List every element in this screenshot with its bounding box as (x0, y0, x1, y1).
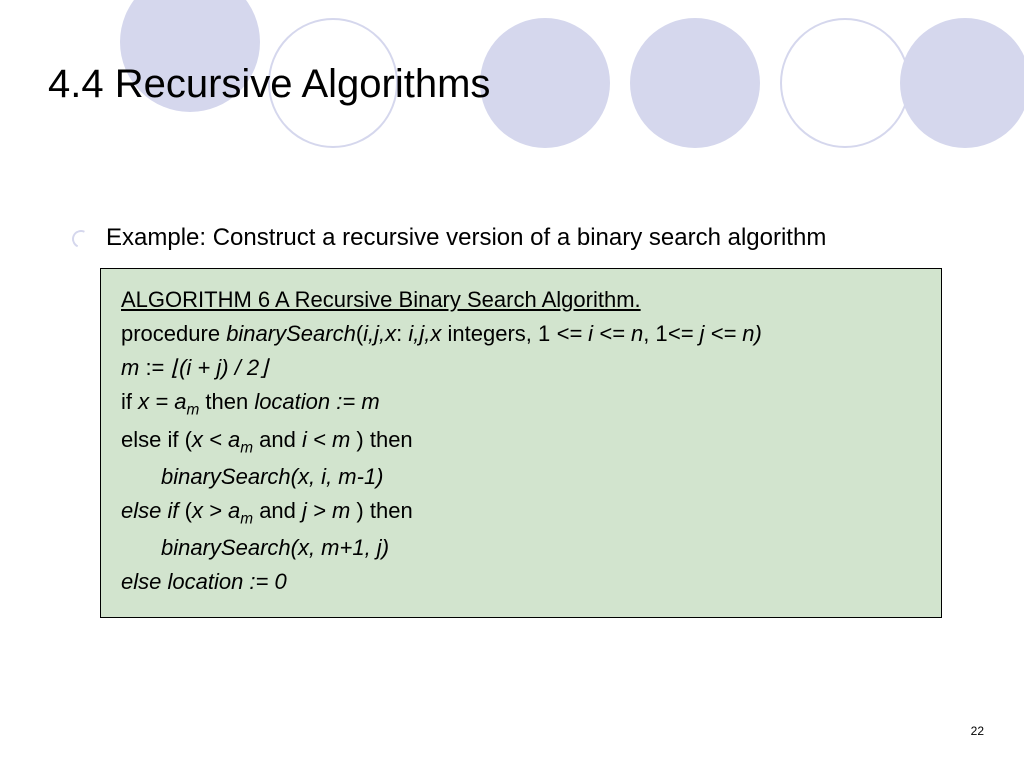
m-rhs: ⌊(i + j) / 2⌋ (171, 355, 268, 380)
algo-if-line: if x = am then location := m (121, 385, 921, 422)
eif2-paren: ( (178, 498, 191, 523)
m-op: := (139, 355, 170, 380)
eif1-then: ) then (350, 427, 412, 452)
algorithm-box: ALGORITHM 6 A Recursive Binary Search Al… (100, 268, 942, 618)
algo-else-line: else location := 0 (121, 565, 921, 599)
algo-elseif1-line: else if (x < am and i < m ) then (121, 423, 921, 460)
eif2-and: and (253, 498, 302, 523)
if-sub: m (186, 402, 199, 419)
decorative-circle (900, 18, 1024, 148)
proc-tail1: integers, 1 (441, 321, 556, 346)
proc-cond2: <= j <= n) (668, 321, 762, 346)
proc-keyword: procedure (121, 321, 226, 346)
algo-heading: ALGORITHM 6 A Recursive Binary Search Al… (121, 283, 921, 317)
eif2-c1: x > a (192, 498, 240, 523)
proc-name: binarySearch (226, 321, 356, 346)
eif1-c1: x < a (192, 427, 240, 452)
proc-args-b: i,j,x (408, 321, 441, 346)
algo-m-line: m := ⌊(i + j) / 2⌋ (121, 351, 921, 385)
eif1-and: and (253, 427, 302, 452)
if-body: location := m (254, 389, 379, 414)
proc-args-a: i,j,x (363, 321, 396, 346)
eif1-c2: i < m (302, 427, 350, 452)
if-kw: if (121, 389, 138, 414)
slide-title: 4.4 Recursive Algorithms (48, 62, 490, 107)
if-then: then (199, 389, 254, 414)
eif2-then: ) then (350, 498, 412, 523)
if-cond: x = a (138, 389, 186, 414)
eif2-c2: j > m (302, 498, 350, 523)
page-number: 22 (971, 724, 984, 738)
m-lhs: m (121, 355, 139, 380)
proc-comma: , 1 (643, 321, 667, 346)
algo-call2-line: binarySearch(x, m+1, j) (121, 531, 921, 565)
algo-call1-line: binarySearch(x, i, m-1) (121, 460, 921, 494)
eif1-kw: else if ( (121, 427, 192, 452)
eif2-sub: m (240, 510, 253, 527)
decorative-circle (780, 18, 910, 148)
eif2-kw: else if (121, 498, 178, 523)
open-circle-bullet-icon (69, 227, 92, 250)
proc-cond1: <= i <= n (556, 321, 643, 346)
algo-procedure-line: procedure binarySearch(i,j,x: i,j,x inte… (121, 317, 921, 351)
algo-elseif2-line: else if (x > am and j > m ) then (121, 494, 921, 531)
bullet-row: Example: Construct a recursive version o… (72, 224, 826, 252)
decorative-circle (630, 18, 760, 148)
bullet-text: Example: Construct a recursive version o… (106, 224, 826, 252)
decorative-circle (480, 18, 610, 148)
eif1-sub: m (240, 439, 253, 456)
proc-sep: : (396, 321, 408, 346)
